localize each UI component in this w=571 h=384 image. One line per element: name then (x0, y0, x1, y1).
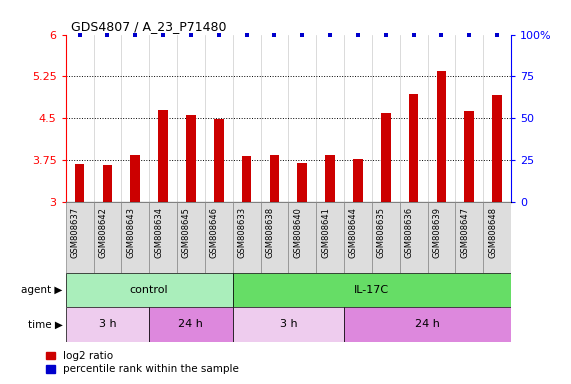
FancyBboxPatch shape (233, 273, 511, 307)
Text: 3 h: 3 h (280, 319, 297, 329)
Bar (409, 94, 419, 202)
Bar (464, 111, 474, 202)
Text: control: control (130, 285, 168, 295)
Bar (492, 95, 502, 202)
Text: 24 h: 24 h (179, 319, 203, 329)
FancyBboxPatch shape (428, 202, 456, 273)
FancyBboxPatch shape (372, 202, 400, 273)
Text: GSM808636: GSM808636 (405, 207, 413, 258)
Text: GSM808644: GSM808644 (349, 207, 358, 258)
Text: agent ▶: agent ▶ (22, 285, 63, 295)
FancyBboxPatch shape (400, 202, 428, 273)
FancyBboxPatch shape (122, 202, 149, 273)
Text: GSM808639: GSM808639 (432, 207, 441, 258)
Bar (437, 71, 447, 202)
Text: GSM808640: GSM808640 (293, 207, 302, 258)
Text: 24 h: 24 h (415, 319, 440, 329)
Text: GSM808634: GSM808634 (154, 207, 163, 258)
FancyBboxPatch shape (456, 202, 483, 273)
FancyBboxPatch shape (233, 307, 344, 342)
Text: GSM808638: GSM808638 (266, 207, 275, 258)
FancyBboxPatch shape (344, 202, 372, 273)
FancyBboxPatch shape (316, 202, 344, 273)
FancyBboxPatch shape (344, 307, 511, 342)
Text: GSM808637: GSM808637 (71, 207, 79, 258)
Text: GSM808635: GSM808635 (377, 207, 386, 258)
Text: GSM808645: GSM808645 (182, 207, 191, 258)
Text: GSM808648: GSM808648 (488, 207, 497, 258)
Text: GDS4807 / A_23_P71480: GDS4807 / A_23_P71480 (71, 20, 227, 33)
Bar (158, 110, 168, 202)
Text: GSM808646: GSM808646 (210, 207, 219, 258)
Text: IL-17C: IL-17C (354, 285, 389, 295)
FancyBboxPatch shape (94, 202, 122, 273)
FancyBboxPatch shape (260, 202, 288, 273)
Bar (297, 163, 307, 202)
FancyBboxPatch shape (66, 202, 94, 273)
FancyBboxPatch shape (149, 307, 233, 342)
Bar (270, 155, 279, 202)
Bar (381, 113, 391, 202)
Text: 3 h: 3 h (99, 319, 116, 329)
Text: GSM808642: GSM808642 (98, 207, 107, 258)
Bar (353, 159, 363, 202)
Text: GSM808633: GSM808633 (238, 207, 247, 258)
FancyBboxPatch shape (233, 202, 260, 273)
Bar (75, 164, 85, 202)
Bar (325, 155, 335, 202)
FancyBboxPatch shape (66, 307, 149, 342)
Text: GSM808641: GSM808641 (321, 207, 330, 258)
FancyBboxPatch shape (288, 202, 316, 273)
Bar (186, 115, 196, 202)
Text: time ▶: time ▶ (28, 319, 63, 329)
Text: GSM808647: GSM808647 (460, 207, 469, 258)
FancyBboxPatch shape (483, 202, 511, 273)
Bar (214, 119, 224, 202)
Text: GSM808643: GSM808643 (126, 207, 135, 258)
FancyBboxPatch shape (149, 202, 177, 273)
Bar (130, 155, 140, 202)
FancyBboxPatch shape (205, 202, 233, 273)
Bar (242, 156, 251, 202)
Legend: log2 ratio, percentile rank within the sample: log2 ratio, percentile rank within the s… (42, 347, 243, 378)
FancyBboxPatch shape (66, 273, 233, 307)
FancyBboxPatch shape (177, 202, 205, 273)
Bar (103, 166, 112, 202)
